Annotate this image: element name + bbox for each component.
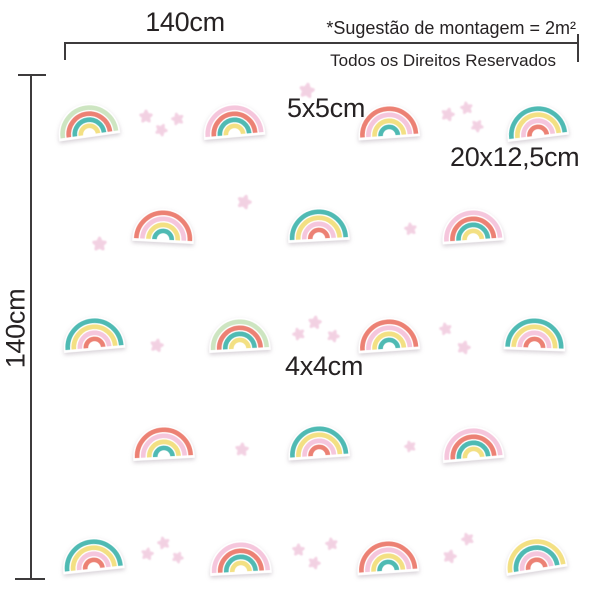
width-measure-tick-right [577,34,579,62]
width-dimension-label: 140cm [145,7,225,37]
rainbow-sticker-a [206,307,272,354]
star-size-small-label: 5x5cm [287,93,366,123]
star-sticker [459,530,476,547]
width-measure-line [65,42,578,44]
star-sticker [323,535,338,550]
star-sticker [402,438,417,453]
rainbow-sticker-d [285,414,352,462]
star-sticker [307,314,323,330]
rainbow-sticker-e [499,524,569,577]
star-sticker [458,99,473,114]
height-measure-line [30,74,32,579]
rainbow-sticker-d [502,307,567,353]
star-sticker [306,554,323,571]
rainbow-sticker-c [355,307,422,355]
star-sticker [91,236,107,251]
star-sticker [170,549,186,565]
mounting-suggestion-label: *Sugestão de montagem = 2m² [326,18,576,38]
height-measure-tick-top [18,74,46,76]
rainbow-sticker-d [285,197,351,244]
star-sticker [235,192,254,211]
rainbow-sticker-b [439,198,506,246]
height-measure-tick-bottom [15,578,45,580]
star-sticker [442,548,459,565]
rainbow-sticker-c [130,415,196,462]
star-sticker [455,338,472,355]
star-sticker [325,327,342,344]
star-sticker [139,109,153,123]
star-sticker [152,120,169,137]
star-sticker [439,105,456,122]
star-sticker [291,543,305,556]
rainbow-sticker-a [52,91,122,143]
height-dimension-label: 140cm [0,288,31,369]
rainbow-sticker-d [59,305,127,354]
star-sticker [234,441,249,456]
rainbow-size-label: 20x12,5cm [450,142,580,172]
rainbow-sticker-c [131,198,197,245]
star-sticker [290,325,307,342]
star-sticker [468,116,486,134]
rainbow-sticker-b [199,92,267,141]
star-size-label: 4x4cm [285,351,364,381]
rights-reserved-label: Todos os Direitos Reservados [330,51,556,70]
rainbow-sticker-b [438,415,506,464]
star-sticker [155,534,171,550]
rainbow-sticker-c [354,529,421,577]
star-sticker [403,221,418,236]
star-sticker [298,81,317,100]
star-sticker [139,545,154,560]
width-measure-tick-left [64,42,66,60]
rainbow-sticker-d [58,526,126,576]
star-sticker [169,110,185,126]
rainbow-sticker-b [207,530,273,577]
rainbow-sticker-d [502,92,571,143]
star-sticker [149,337,166,354]
rainbow-sticker-c [355,94,422,142]
star-sticker [437,320,452,335]
